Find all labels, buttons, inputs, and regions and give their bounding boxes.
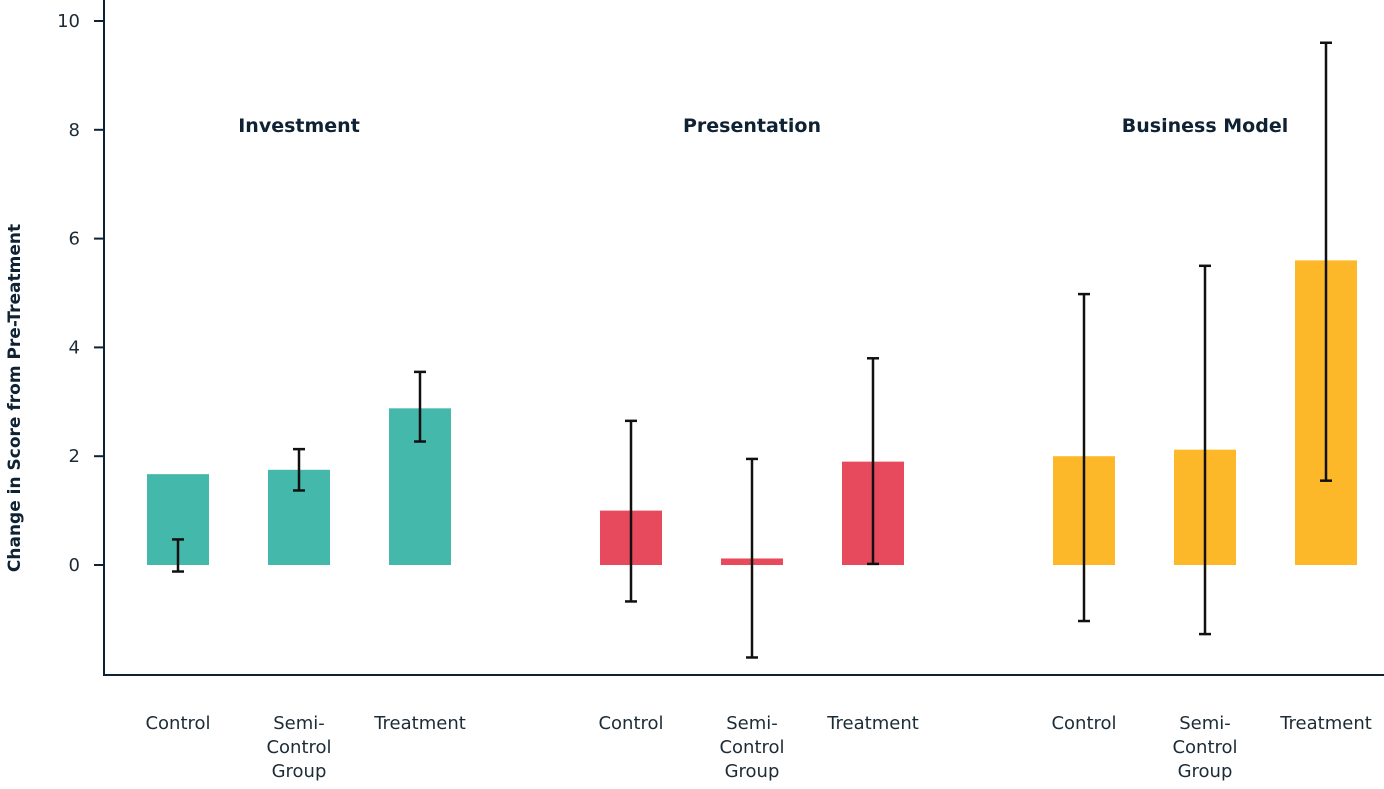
error-bar [293, 447, 305, 492]
group-title: Investment [238, 115, 360, 137]
group-title: Business Model [1122, 115, 1288, 137]
error-bar [746, 457, 758, 659]
error-bar [867, 357, 879, 566]
y-tick-label: 8 [69, 120, 80, 141]
y-tick-label: 0 [69, 555, 80, 576]
x-category-label: Semi-Control Group [1172, 713, 1237, 782]
x-axis-labels: Control Semi-Control Group Treatment Control… [145, 713, 1371, 782]
y-tick-label: 4 [69, 337, 80, 358]
x-category-label: Control [145, 713, 210, 734]
error-bar [172, 538, 184, 573]
y-axis: 0 2 4 6 8 10 [57, 0, 1384, 676]
error-bar [1078, 292, 1090, 623]
error-bar [1199, 264, 1211, 636]
y-axis-title: Change in Score from Pre-Treatment [5, 224, 25, 572]
error-bar [414, 370, 426, 443]
x-category-label: Control [1051, 713, 1116, 734]
x-category-label: Control [598, 713, 663, 734]
x-category-label: Semi-Control Group [719, 713, 784, 782]
error-bar [625, 419, 637, 603]
group-title: Presentation [683, 115, 821, 137]
plot-area: Investment Presentation Business Model [147, 41, 1357, 659]
error-bar [1320, 41, 1332, 482]
x-category-label: Semi-Control Group [266, 713, 331, 782]
y-tick-label: 2 [69, 446, 80, 467]
x-category-label: Treatment [1279, 713, 1372, 734]
x-category-label: Treatment [826, 713, 919, 734]
y-tick-label: 6 [69, 229, 80, 250]
x-category-label: Treatment [373, 713, 466, 734]
y-tick-label: 10 [57, 11, 80, 32]
